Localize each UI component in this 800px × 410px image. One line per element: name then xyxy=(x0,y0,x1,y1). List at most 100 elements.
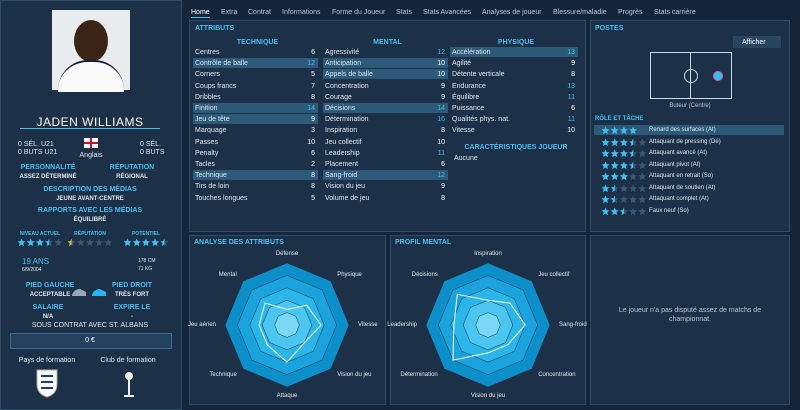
star-rating xyxy=(601,138,647,146)
boots xyxy=(72,289,106,296)
attribute-value: 8 xyxy=(571,71,575,79)
axis-label: Technique xyxy=(209,372,237,379)
attribute-value: 9 xyxy=(571,60,575,68)
panel-title: ATTRIBUTS xyxy=(195,25,235,32)
attribute-value: 10 xyxy=(437,71,445,79)
role[interactable]: Attaquant pivot (At) xyxy=(649,161,701,168)
traits-title: CARACTÉRISTIQUES JOUEUR xyxy=(464,144,568,151)
value: N/A xyxy=(42,314,54,320)
value: TRÈS FORT xyxy=(115,292,149,298)
dob: 6/9/2004 xyxy=(22,267,42,273)
attribute-name: Agressivité xyxy=(325,49,360,56)
tab[interactable]: Progrès xyxy=(618,9,643,16)
value: 0 € xyxy=(85,337,95,344)
role[interactable]: Attaquant complet (At) xyxy=(649,196,709,202)
attribute-name: Sang-froid xyxy=(325,172,358,180)
attribute-value: 10 xyxy=(437,138,445,146)
age: 19 ANS xyxy=(22,257,50,266)
column-title: PHYSIQUE xyxy=(497,39,535,46)
attribute-value: 11 xyxy=(437,149,445,157)
attribute-name: Détermination xyxy=(325,116,369,124)
attribute-name: Jeu de tête xyxy=(195,116,230,124)
role[interactable]: Renard des surfaces (At) xyxy=(649,127,716,133)
button[interactable] xyxy=(733,36,781,48)
axis-label: Jeu aérien xyxy=(187,322,216,328)
axis-label: Vision du jeu xyxy=(470,393,506,399)
pitch xyxy=(650,52,732,99)
tab[interactable]: Stats carrière xyxy=(654,9,696,16)
label: PIED GAUCHE xyxy=(25,282,75,289)
attribute-value: 10 xyxy=(567,127,575,135)
attribute-value: 10 xyxy=(307,138,315,146)
row-highlight xyxy=(594,125,784,135)
value: ASSEZ DÉTERMINÉ xyxy=(19,174,77,180)
axis-label: Sang-froid xyxy=(559,322,587,328)
role[interactable]: Attaquant en retrait (So) xyxy=(649,173,714,179)
label: PERSONNALITÉ xyxy=(20,164,76,171)
panel-title: POSTES xyxy=(595,25,624,32)
panel-title: ANALYSE DES ATTRIBUTS xyxy=(194,239,284,246)
value: - xyxy=(131,314,133,320)
tab[interactable]: Stats Avancées xyxy=(423,9,472,16)
row-highlight xyxy=(193,114,318,125)
role[interactable]: Faux neuf (So) xyxy=(649,207,689,214)
role[interactable]: Attaquant de pressing (Dé) xyxy=(649,138,721,145)
attribute-value: 5 xyxy=(311,194,315,202)
value: ÉQUILIBRÉ xyxy=(73,217,107,223)
club-badge xyxy=(124,372,134,397)
axis-label: Leadership xyxy=(387,322,417,328)
tab[interactable]: Analyses de joueur xyxy=(482,9,542,16)
player-name: JADEN WILLIAMS xyxy=(36,115,144,129)
attribute-name: Accélération xyxy=(452,49,491,56)
row-highlight xyxy=(193,58,318,69)
attribute-value: 12 xyxy=(437,49,445,56)
tab[interactable]: Blessure/maladie xyxy=(553,9,607,16)
role[interactable]: Attaquant avancé (At) xyxy=(649,150,708,156)
column-title: MENTAL xyxy=(373,39,402,46)
roles-title: RÔLE ET TÂCHE xyxy=(595,116,644,122)
tab[interactable]: Informations xyxy=(282,9,321,16)
row-highlight xyxy=(323,170,448,181)
axis-label: Vitesse xyxy=(358,322,378,328)
height: 178 CM xyxy=(138,258,156,264)
tab[interactable]: Home xyxy=(191,9,210,18)
attribute-name: Passes xyxy=(195,138,218,146)
radar-shape xyxy=(258,302,322,363)
star-rating xyxy=(601,184,647,192)
tab[interactable]: Contrat xyxy=(248,9,271,16)
label: RÉPUTATION xyxy=(74,231,106,237)
axis-label: Détermination xyxy=(400,372,438,379)
traits: Aucune xyxy=(454,155,478,162)
attribute-name: Jeu collectif xyxy=(325,138,362,146)
label: RÉPUTATION xyxy=(109,164,155,171)
radar-shape xyxy=(452,293,526,361)
tab[interactable]: Extra xyxy=(221,9,238,16)
star-rating xyxy=(601,207,647,215)
row-highlight xyxy=(323,103,448,113)
nation-badge xyxy=(36,369,58,398)
attribute-name: Équilibre xyxy=(452,93,480,101)
row-highlight xyxy=(323,58,448,69)
star-rating xyxy=(67,238,113,247)
tab[interactable]: Stats xyxy=(396,9,412,16)
weight: 71 KG xyxy=(138,266,153,272)
tab[interactable]: Forme du Joueur xyxy=(332,9,386,16)
axis-label: Physique xyxy=(337,271,362,278)
label: Club de formation xyxy=(100,357,156,364)
star-rating xyxy=(601,161,647,169)
attribute-name: Coups francs xyxy=(195,82,237,90)
attribute-name: Agilité xyxy=(452,60,472,68)
attribute-value: 16 xyxy=(437,116,445,124)
attribute-name: Leadership xyxy=(325,149,360,157)
attribute-name: Contrôle de balle xyxy=(195,60,248,68)
radar xyxy=(224,262,350,388)
axis-label: Concentration xyxy=(538,372,576,379)
attribute-value: 14 xyxy=(437,105,445,112)
panel-title: PROFIL MENTAL xyxy=(395,239,452,246)
attribute-name: Finition xyxy=(195,105,218,112)
attribute-name: Appels de balle xyxy=(325,71,373,79)
attribute-name: Tacles xyxy=(195,161,215,168)
star-rating xyxy=(123,238,169,247)
role[interactable]: Attaquant de soutien (At) xyxy=(649,184,716,191)
